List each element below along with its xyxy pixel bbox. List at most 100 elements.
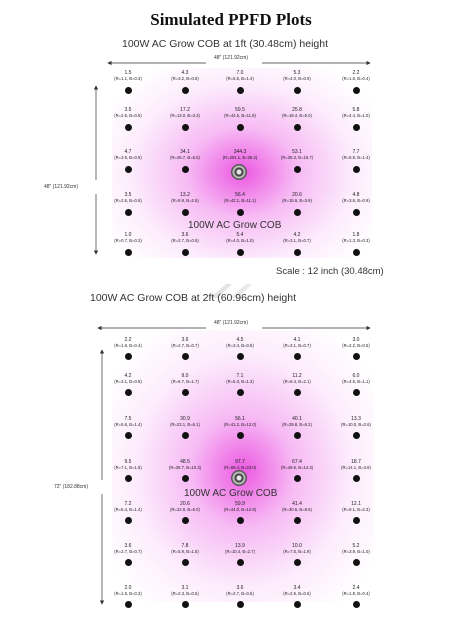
ppfd-value: 20.6 xyxy=(292,192,302,198)
ppfd-reading: 1.8 (R=1.3, B=0.3) xyxy=(328,232,384,243)
measurement-point xyxy=(293,209,301,216)
ppfd-value: 7.0 xyxy=(236,70,244,76)
ppfd-red-blue-breakdown: (R=3.1, B=0.7) xyxy=(283,343,311,348)
ppfd-red-blue-breakdown: (R=41.2, B=12.0) xyxy=(223,422,257,427)
ppfd-value: 40.1 xyxy=(292,416,302,422)
ppfd-red-blue-breakdown: (R=0.7, B=0.2) xyxy=(114,238,142,243)
ppfd-reading: 41.4 (R=30.6, B=8.6) xyxy=(269,501,325,512)
ppfd-reading: 97.7 (R=69.4, B=23.0) xyxy=(212,459,268,470)
ppfd-reading: 4.2 (R=3.1, B=0.8) xyxy=(100,373,156,384)
ppfd-reading: 3.6 (R=2.7, B=0.6) xyxy=(157,232,213,243)
ppfd-reading: 3.0 (R=2.2, B=0.5) xyxy=(328,337,384,348)
measurement-point xyxy=(236,209,244,216)
ppfd-value: 53.1 xyxy=(292,149,302,155)
ppfd-reading: 18.7 (R=14.1, B=3.6) xyxy=(328,459,384,470)
plot-1-cob-lamp-icon xyxy=(231,164,247,180)
measurement-point xyxy=(124,432,132,439)
ppfd-reading: 17.2 (R=13.0, B=3.3) xyxy=(157,107,213,118)
ppfd-reading: 40.1 (R=29.8, B=8.2) xyxy=(269,416,325,427)
ppfd-red-blue-breakdown: (R=2.7, B=0.6) xyxy=(171,238,199,243)
ppfd-red-blue-breakdown: (R=3.4, B=0.8) xyxy=(226,343,254,348)
ppfd-value: 3.0 xyxy=(352,337,360,343)
ppfd-red-blue-breakdown: (R=9.9, B=2.5) xyxy=(171,198,199,203)
ppfd-reading: 59.5 (R=44.5, B=11.8) xyxy=(212,107,268,118)
measurement-point xyxy=(181,475,189,482)
ppfd-value: 2.4 xyxy=(352,585,360,591)
measurement-point xyxy=(181,432,189,439)
measurement-point xyxy=(181,353,189,360)
ppfd-value: 3.5 xyxy=(124,107,132,113)
ppfd-value: 10.0 xyxy=(292,543,302,549)
ppfd-reading: 12.1 (R=9.1, B=2.3) xyxy=(328,501,384,512)
ppfd-red-blue-breakdown: (R=1.8, B=0.4) xyxy=(342,591,370,596)
measurement-point xyxy=(236,432,244,439)
ppfd-reading: 7.2 (R=5.4, B=1.4) xyxy=(100,501,156,512)
ppfd-value: 17.2 xyxy=(180,107,190,113)
ppfd-value: 13.2 xyxy=(180,192,190,198)
ppfd-reading: 4.1 (R=3.1, B=0.7) xyxy=(269,337,325,348)
ppfd-red-blue-breakdown: (R=5.9, B=1.5) xyxy=(171,549,199,554)
ppfd-value: 56.1 xyxy=(235,416,245,422)
ppfd-value: 9.0 xyxy=(181,373,189,379)
ppfd-red-blue-breakdown: (R=4.0, B=1.0) xyxy=(226,238,254,243)
ppfd-reading: 1.0 (R=0.7, B=0.2) xyxy=(100,232,156,243)
ppfd-reading: 2.0 (R=1.5, B=0.3) xyxy=(100,585,156,596)
measurement-point xyxy=(352,559,360,566)
ppfd-red-blue-breakdown: (R=7.5, B=1.9) xyxy=(283,549,311,554)
ppfd-reading: 53.1 (R=35.3, B=15.7) xyxy=(269,149,325,160)
measurement-point xyxy=(124,87,132,94)
ppfd-reading: 3.1 (R=2.3, B=0.5) xyxy=(157,585,213,596)
ppfd-red-blue-breakdown: (R=30.6, B=8.6) xyxy=(282,507,312,512)
ppfd-value: 3.6 xyxy=(181,232,189,238)
ppfd-red-blue-breakdown: (R=5.6, B=1.4) xyxy=(114,422,142,427)
plot-1-glow xyxy=(112,68,372,258)
measurement-point xyxy=(181,517,189,524)
ppfd-red-blue-breakdown: (R=4.5, B=1.1) xyxy=(342,379,370,384)
ppfd-reading: 5.4 (R=4.0, B=1.0) xyxy=(212,232,268,243)
ppfd-reading: 3.4 (R=2.5, B=0.6) xyxy=(269,585,325,596)
ppfd-reading: 1.5 (R=1.1, B=0.3) xyxy=(100,70,156,81)
ppfd-reading: 13.2 (R=9.9, B=2.5) xyxy=(157,192,213,203)
ppfd-reading: 3.6 (R=2.7, B=0.6) xyxy=(212,585,268,596)
page-title: Simulated PPFD Plots xyxy=(150,10,312,29)
ppfd-value: 13.9 xyxy=(235,543,245,549)
measurement-point xyxy=(352,475,360,482)
ppfd-red-blue-breakdown: (R=2.3, B=0.5) xyxy=(171,591,199,596)
ppfd-red-blue-breakdown: (R=35.3, B=15.7) xyxy=(280,155,314,160)
plot-1-cob-label: 100W AC Grow COB xyxy=(188,220,282,231)
ppfd-red-blue-breakdown: (R=3.2, B=0.8) xyxy=(171,76,199,81)
measurement-point xyxy=(124,166,132,173)
ppfd-red-blue-breakdown: (R=4.0, B=0.9) xyxy=(283,76,311,81)
measurement-point xyxy=(236,389,244,396)
ppfd-red-blue-breakdown: (R=44.0, B=12.8) xyxy=(223,507,257,512)
ppfd-value: 1.0 xyxy=(124,232,132,238)
measurement-point xyxy=(293,353,301,360)
measurement-point xyxy=(236,87,244,94)
plot-2-width-label: 48" (121.92cm) xyxy=(214,320,249,326)
ppfd-reading: 7.7 (R=5.9, B=1.4) xyxy=(328,149,384,160)
ppfd-red-blue-breakdown: (R=5.9, B=1.4) xyxy=(342,155,370,160)
ppfd-value: 5.2 xyxy=(352,543,360,549)
ppfd-value: 2.2 xyxy=(352,70,360,76)
ppfd-reading: 2.2 (R=1.6, B=0.4) xyxy=(100,337,156,348)
measurement-point xyxy=(352,601,360,608)
plot-2-cob-lamp-icon xyxy=(231,470,247,486)
ppfd-reading: 13.9 (R=10.4, B=2.7) xyxy=(212,543,268,554)
measurement-point xyxy=(181,87,189,94)
ppfd-reading: 20.6 (R=22.8, B=6.0) xyxy=(157,501,213,512)
measurement-point xyxy=(293,432,301,439)
ppfd-red-blue-breakdown: (R=22.8, B=6.0) xyxy=(170,507,200,512)
ppfd-value: 5.8 xyxy=(352,107,360,113)
measurement-point xyxy=(293,166,301,173)
measurement-point xyxy=(236,517,244,524)
ppfd-red-blue-breakdown: (R=1.6, B=0.4) xyxy=(114,343,142,348)
measurement-point xyxy=(236,249,244,256)
measurement-point xyxy=(352,87,360,94)
measurement-point xyxy=(181,166,189,173)
ppfd-red-blue-breakdown: (R=1.3, B=0.3) xyxy=(342,238,370,243)
ppfd-reading: 4.3 (R=3.2, B=0.8) xyxy=(157,70,213,81)
ppfd-value: 1.8 xyxy=(352,232,360,238)
measurement-point xyxy=(236,124,244,131)
ppfd-value: 12.1 xyxy=(351,501,361,507)
